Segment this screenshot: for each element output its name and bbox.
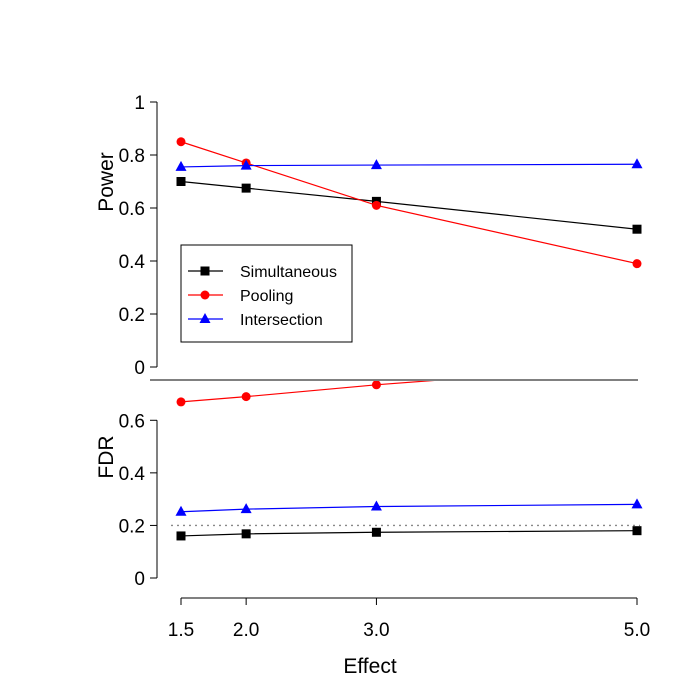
y-tick-label: 0 (134, 358, 145, 379)
y-tick-label: 0.8 (119, 146, 145, 167)
data-point-intersection (175, 505, 187, 516)
legend-label-simultaneous: Simultaneous (240, 264, 337, 281)
data-point-pooling (633, 361, 642, 370)
data-point-simultaneous (241, 529, 251, 539)
legend-marker-pooling (200, 290, 210, 300)
data-point-intersection (240, 503, 252, 514)
series-line-intersection (180, 163, 638, 168)
data-point-simultaneous (632, 224, 642, 234)
series-line-pooling (180, 381, 435, 403)
data-point-pooling (371, 381, 381, 390)
y-axis-title: Power (95, 152, 118, 212)
data-point-intersection (370, 159, 382, 170)
x-axis-title: Effect (343, 655, 396, 678)
data-point-intersection (370, 500, 382, 511)
data-point-simultaneous (241, 183, 251, 193)
data-point-intersection (631, 158, 643, 169)
y-tick-label: 0.4 (119, 464, 146, 485)
series-line-intersection (180, 503, 638, 513)
data-point-simultaneous (371, 527, 381, 537)
x-tick-label: 2.0 (233, 620, 259, 641)
y-tick-label: 0.2 (119, 305, 145, 326)
data-point-intersection (175, 160, 187, 171)
y-tick-label: 0 (134, 569, 145, 590)
data-point-pooling (241, 392, 251, 402)
data-point-pooling (371, 200, 381, 210)
legend-marker-intersection (199, 313, 211, 323)
series-line-pooling (180, 141, 638, 265)
data-point-simultaneous (176, 177, 186, 186)
x-tick-label: 5.0 (624, 620, 650, 641)
data-point-pooling (632, 259, 642, 269)
data-point-simultaneous (632, 526, 642, 536)
series-line-simultaneous (180, 180, 638, 230)
legend-box (180, 244, 353, 343)
data-point-simultaneous (176, 531, 186, 541)
power-panel: 0 0.2 0.4 0.6 0.8 1 Power (95, 93, 643, 379)
legend-label-intersection: Intersection (240, 312, 323, 329)
y-tick-label: 0.6 (119, 199, 145, 220)
data-point-intersection (240, 159, 252, 170)
x-axis: 1.5 2.0 3.0 5.0 Effect (168, 597, 650, 678)
legend-label-pooling: Pooling (240, 288, 293, 305)
legend-marker-simultaneous (200, 266, 210, 276)
y-tick-label: 1 (134, 93, 145, 114)
y-tick-label: 0.6 (119, 411, 145, 432)
data-point-pooling (176, 397, 186, 407)
y-tick-label: 0.2 (119, 516, 145, 537)
data-point-pooling (176, 137, 186, 147)
legend: Simultaneous Pooling Intersection (180, 244, 353, 343)
series-line-simultaneous (180, 530, 638, 537)
x-tick-label: 3.0 (363, 620, 389, 641)
data-point-intersection (631, 498, 643, 509)
y-tick-label: 0.4 (119, 252, 146, 273)
x-tick-label: 1.5 (168, 620, 194, 641)
y-axis-title: FDR (95, 435, 118, 478)
